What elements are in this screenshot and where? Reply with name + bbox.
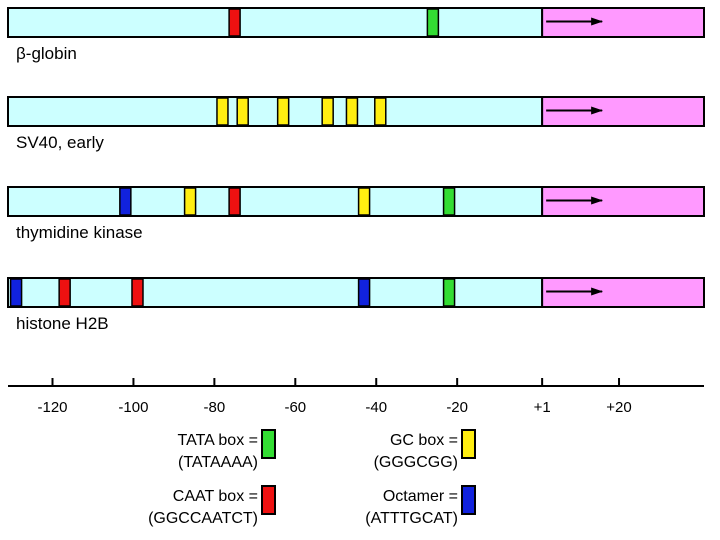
tata-element [442, 278, 456, 307]
legend-name: Octamer = [383, 488, 458, 505]
gc-element [357, 187, 371, 216]
promoter-region-bar [7, 277, 544, 308]
legend-sequence: (TATAAAA) [178, 454, 258, 471]
caat-element [228, 187, 241, 216]
legend-item: Octamer = (ATTTGCAT) [365, 485, 476, 527]
axis-tick-label: -120 [37, 399, 67, 416]
promoter-row: β-globin [7, 7, 705, 63]
axis-tick-label: +20 [606, 399, 631, 416]
promoter-row: SV40, early [7, 96, 705, 152]
legend-sequence: (GGCCAATCT) [148, 510, 258, 527]
legend-swatch [461, 485, 476, 515]
axis-tick-label: -20 [446, 399, 468, 416]
axis-tick-label: +1 [534, 399, 551, 416]
tata-element [442, 187, 456, 216]
gc-element [345, 97, 359, 126]
octamer-element [357, 278, 371, 307]
gc-element [321, 97, 334, 126]
gc-element [183, 187, 197, 216]
octamer-element [9, 278, 23, 307]
gc-element [216, 97, 229, 126]
gc-element [236, 97, 249, 126]
legend-sequence: (ATTTGCAT) [365, 510, 458, 527]
legend-name: GC box = [390, 432, 458, 449]
axis-tick-label: -40 [365, 399, 387, 416]
axis-tick-label: -80 [204, 399, 226, 416]
legend-swatch [261, 485, 276, 515]
promoter-region-bar [7, 186, 544, 217]
legend-swatch [461, 429, 476, 459]
promoter-row: thymidine kinase [7, 186, 705, 242]
gc-element [276, 97, 290, 126]
legend-sequence: (GGGCGG) [374, 454, 458, 471]
gc-element [374, 97, 387, 126]
promoter-label: β-globin [16, 44, 77, 63]
promoter-row: histone H2B [7, 277, 705, 333]
legend-name: TATA box = [178, 432, 258, 449]
caat-element [58, 278, 71, 307]
tata-element [426, 8, 440, 37]
axis-tick-label: -100 [118, 399, 148, 416]
legend-item: TATA box = (TATAAAA) [178, 429, 276, 471]
promoter-label: thymidine kinase [16, 223, 143, 242]
caat-element [131, 278, 144, 307]
legend-name: CAAT box = [173, 488, 258, 505]
legend-item: CAAT box = (GGCCAATCT) [148, 485, 276, 527]
axis-tick-label: -60 [284, 399, 306, 416]
promoter-region-bar [7, 7, 544, 38]
octamer-element [119, 187, 132, 216]
promoter-label: SV40, early [16, 133, 104, 152]
legend-item: GC box = (GGGCGG) [374, 429, 476, 471]
legend-swatch [261, 429, 276, 459]
promoter-label: histone H2B [16, 314, 109, 333]
promoter-region-bar [7, 96, 544, 127]
caat-element [228, 8, 241, 37]
